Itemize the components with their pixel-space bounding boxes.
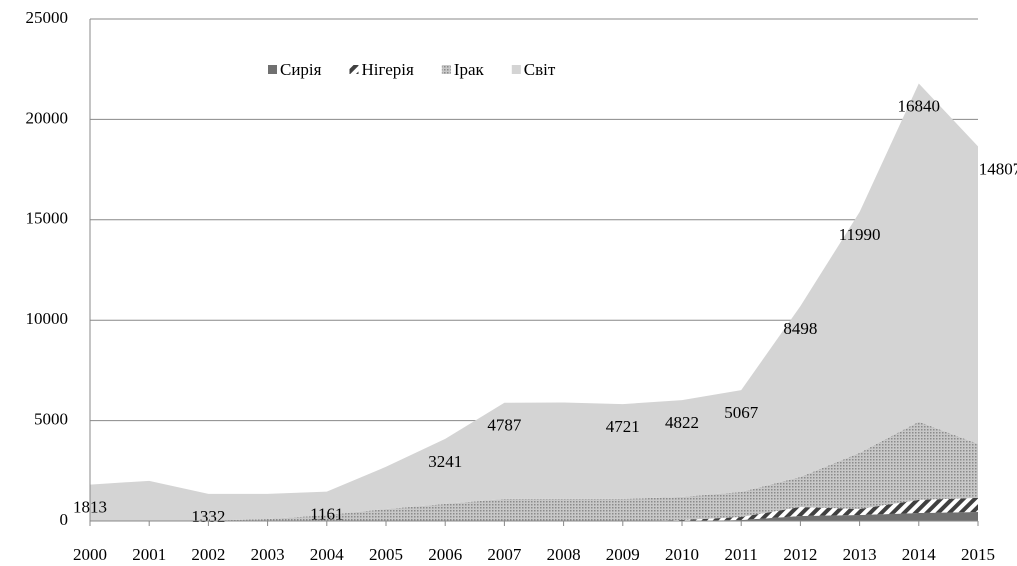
data-label: 3241 — [428, 452, 462, 471]
x-tick-label: 2007 — [487, 545, 522, 564]
legend-label: Ірак — [454, 60, 485, 79]
x-tick-label: 2015 — [961, 545, 995, 564]
y-tick-label: 0 — [60, 510, 69, 529]
legend-swatch — [268, 65, 277, 74]
x-tick-label: 2005 — [369, 545, 403, 564]
x-tick-label: 2000 — [73, 545, 107, 564]
legend-label: Світ — [524, 60, 556, 79]
x-tick-label: 2001 — [132, 545, 166, 564]
x-tick-label: 2004 — [310, 545, 345, 564]
x-tick-label: 2012 — [783, 545, 817, 564]
legend-swatch — [511, 65, 521, 74]
legend-label: Сирія — [280, 60, 322, 79]
data-label: 14807 — [979, 159, 1017, 178]
x-tick-label: 2002 — [191, 545, 225, 564]
data-label: 16840 — [898, 96, 941, 115]
x-tick-label: 2013 — [843, 545, 877, 564]
x-tick-label: 2008 — [547, 545, 581, 564]
data-label: 11990 — [839, 225, 881, 244]
data-label: 4787 — [487, 416, 522, 435]
x-tick-label: 2014 — [902, 545, 937, 564]
data-label: 1161 — [310, 505, 343, 524]
legend-swatch — [441, 65, 451, 74]
area — [90, 421, 978, 521]
area — [90, 83, 978, 522]
data-label: 4721 — [606, 417, 640, 436]
data-label: 5067 — [724, 403, 759, 422]
area — [90, 497, 978, 521]
x-tick-label: 2009 — [606, 545, 640, 564]
y-tick-label: 15000 — [26, 209, 69, 228]
y-tick-label: 25000 — [26, 8, 69, 27]
legend-swatch — [349, 65, 359, 74]
legend-label: Нігерія — [361, 60, 414, 79]
y-tick-label: 20000 — [26, 108, 69, 127]
x-tick-label: 2006 — [428, 545, 462, 564]
data-label: 4822 — [665, 413, 699, 432]
y-tick-label: 10000 — [26, 309, 69, 328]
x-tick-label: 2003 — [251, 545, 285, 564]
data-label: 8498 — [783, 319, 817, 338]
area — [90, 511, 978, 521]
x-tick-label: 2010 — [665, 545, 699, 564]
y-tick-label: 5000 — [34, 410, 68, 429]
x-tick-label: 2011 — [725, 545, 758, 564]
